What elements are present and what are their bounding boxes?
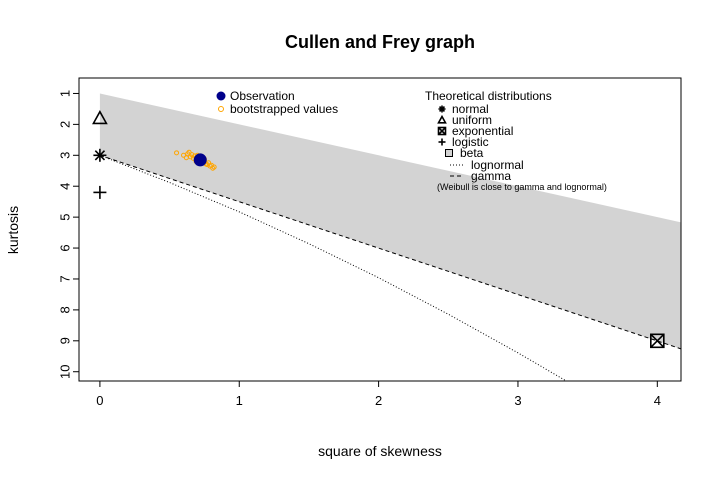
theoretical-point-normal xyxy=(93,148,107,162)
observation-point xyxy=(193,153,207,167)
legend-label-exponential: exponential xyxy=(452,124,513,138)
bootstrap-point xyxy=(174,150,180,156)
plot-frame xyxy=(78,77,682,382)
theoretical-point-uniform xyxy=(92,110,108,125)
legend-title-theoretical: Theoretical distributions xyxy=(425,89,552,103)
y-tick-label: 3 xyxy=(58,152,73,159)
legend-label-logistic: logistic xyxy=(452,135,489,149)
legend-label-obs: Observation xyxy=(230,89,295,103)
y-tick-label: 1 xyxy=(58,90,73,97)
theoretical-point-exponential-box xyxy=(650,333,665,349)
legend-label-uniform: uniform xyxy=(452,113,492,127)
x-tick-label: 3 xyxy=(514,393,521,408)
legend-marker-beta xyxy=(445,149,453,157)
legend-marker-exponential-box xyxy=(437,126,447,136)
x-tick-label: 2 xyxy=(375,393,382,408)
x-tick-label: 1 xyxy=(236,393,243,408)
theoretical-point-logistic xyxy=(93,185,107,199)
legend-label-obs: bootstrapped values xyxy=(230,102,338,116)
legend-label-lognormal: lognormal xyxy=(471,158,524,172)
x-axis-label: square of skewness xyxy=(318,443,442,459)
legend-marker-open-circle xyxy=(218,106,224,112)
plot-area xyxy=(92,93,681,381)
y-axis-label: kurtosis xyxy=(5,206,21,254)
axes: 0 1 2 3 4 1 2 3 4 5 6 7 8 9 10 xyxy=(58,90,661,408)
legend-note: (Weibull is close to gamma and lognormal… xyxy=(437,182,607,192)
x-tick-label: 4 xyxy=(654,393,661,408)
chart-title: Cullen and Frey graph xyxy=(285,32,475,52)
bootstrap-point xyxy=(211,164,217,170)
theoretical-point-exponential-d2 xyxy=(650,333,665,348)
y-tick-label: 8 xyxy=(58,306,73,313)
theoretical-point-exponential xyxy=(650,333,665,349)
legend-label-gamma: gamma xyxy=(471,169,511,183)
theoretical-point-uniform-shape xyxy=(92,110,108,125)
legend-marker-filled-circle xyxy=(216,91,226,101)
legend-label-beta: beta xyxy=(460,146,484,160)
y-tick-label: 6 xyxy=(58,244,73,251)
legend-marker-uniform xyxy=(437,114,447,124)
bootstrap-point xyxy=(181,152,187,158)
bootstrap-point xyxy=(186,149,192,155)
beta-region xyxy=(99,93,681,349)
theoretical-point-normal-stroke xyxy=(94,150,106,161)
legend-marker-beta-box xyxy=(445,149,453,157)
y-tick-label: 4 xyxy=(58,183,73,190)
y-tick-label: 7 xyxy=(58,275,73,282)
legend-label-normal: normal xyxy=(452,102,489,116)
x-tick-label: 0 xyxy=(96,393,103,408)
y-tick-label: 5 xyxy=(58,214,73,221)
legend-marker-normal-stroke xyxy=(438,105,446,113)
legend-marker-logistic xyxy=(438,138,446,146)
legend-marker-uniform-shape xyxy=(437,114,447,124)
y-tick-label: 2 xyxy=(58,121,73,128)
legend-marker-exponential-d2 xyxy=(437,126,447,136)
legend-marker-exponential xyxy=(437,126,447,136)
legend-marker-normal xyxy=(438,105,446,113)
y-tick-label: 10 xyxy=(58,364,73,378)
bootstrap-point xyxy=(183,155,189,161)
lognormal-line xyxy=(99,154,568,381)
legend-marker-open-circle-dot xyxy=(218,106,224,112)
legend-marker-filled-circle-dot xyxy=(216,91,226,101)
y-tick-label: 9 xyxy=(58,337,73,344)
